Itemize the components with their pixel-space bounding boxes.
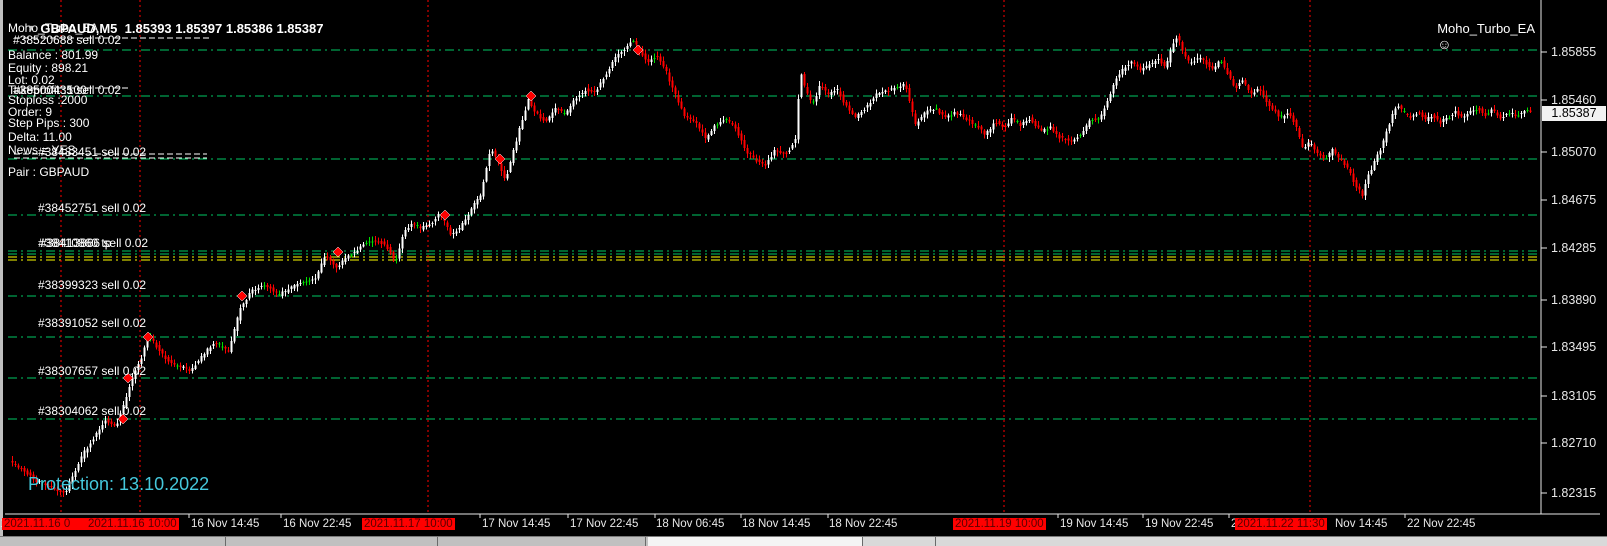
ea-info-row: Takeprofit :100 (8, 83, 87, 97)
time-axis-label: 16 Nov 14:45 (191, 518, 260, 530)
symbol-period-label: GBPAUD,M5 (40, 21, 118, 36)
ea-info-row: Balance : 801.99 (8, 48, 99, 62)
order-label: #38410860 tp (38, 236, 112, 250)
ea-info-row: Moho_Turbo_EA (8, 21, 99, 35)
day-separator-lines (60, 0, 1311, 514)
price-axis-label: 1.82710 (1551, 436, 1597, 450)
time-axis-label: 22 Nov 22:45 (1407, 518, 1476, 530)
time-axis-label: 17 Nov 14:45 (482, 518, 551, 530)
order-label: #38391052 sell 0.02 (38, 316, 147, 330)
time-axis-label: 2021.11.16 10:00 (86, 518, 179, 530)
ea-name-label: Moho_Turbo_EA (1437, 21, 1535, 36)
price-axis-label: 1.85070 (1551, 145, 1597, 159)
time-axis-label: Nov 14:45 (1335, 518, 1388, 530)
candlesticks (11, 33, 1532, 497)
ea-info-row: Step Pips : 300 (8, 116, 90, 130)
time-axis-label: 18 Nov 22:45 (829, 518, 898, 530)
symbol-dropdown-icon[interactable]: ▼ (26, 23, 36, 33)
time-axis-label: 18 Nov 14:45 (742, 518, 811, 530)
current-price-box: 1.85387 (1542, 106, 1606, 121)
price-axis-label: 1.85460 (1551, 93, 1597, 107)
window-strip-separator (862, 537, 863, 546)
window-left-border (0, 0, 3, 536)
ea-info-row: Pair : GBPAUD (8, 165, 90, 179)
ea-smiley-icon: ☺ (1437, 36, 1452, 52)
window-strip-separator (225, 537, 226, 546)
protection-watermark: Protection: 13.10.2022 (28, 474, 210, 494)
order-label: #38304062 sell 0.02 (38, 404, 147, 418)
order-label: #38483451 sell 0.02 (38, 145, 147, 159)
window-strip-separator (437, 537, 438, 546)
price-axis-label: 1.85855 (1551, 45, 1597, 59)
time-axis-label: 2 (1231, 518, 1237, 530)
price-axis-label: 1.83495 (1551, 340, 1597, 354)
window-strip-separator (935, 537, 936, 546)
ea-info-row: Equity : 898.21 (8, 61, 89, 75)
price-axis-label: 1.84675 (1551, 193, 1597, 207)
time-axis-label: 17 Nov 22:45 (570, 518, 639, 530)
window-strip-segment (862, 537, 1607, 546)
price-axis-label: 1.84285 (1551, 241, 1597, 255)
ea-info-row: Delta: 11.00 (8, 130, 72, 144)
order-label: #38399323 sell 0.02 (38, 278, 147, 292)
ea-info-row: Order: 9 (8, 105, 53, 119)
price-axis-label: 1.82315 (1551, 486, 1597, 500)
time-axis-label: 16 Nov 22:45 (283, 518, 352, 530)
ea-info-row: Stoploss :2000 (8, 93, 88, 107)
time-axis-label: 2021.11.22 11:30 (1235, 518, 1327, 530)
time-axis-label: 2021.11.16 0 (2, 518, 88, 530)
time-axis-label: 19 Nov 14:45 (1060, 518, 1129, 530)
time-axis-label: 19 Nov 22:45 (1145, 518, 1214, 530)
order-label: #38452751 sell 0.02 (38, 201, 147, 215)
time-axis-label: 2021.11.19 10:00 (953, 518, 1046, 530)
order-label: #38500435 sell 0.02 (13, 83, 122, 97)
chart-title: ▼ GBPAUD,M5 1.85393 1.85397 1.85386 1.853… (12, 6, 323, 51)
quote-ohlc-label: 1.85393 1.85397 1.85386 1.85387 (124, 21, 324, 36)
sell-entry-arrows (117, 44, 644, 425)
ea-status-badge[interactable]: Moho_Turbo_EA ☺ (1423, 6, 1535, 67)
order-label: #38520688 sell 0.02 (13, 33, 122, 47)
chart-frame (5, 0, 1600, 518)
time-axis-label: 18 Nov 06:45 (656, 518, 725, 530)
window-strip-segment (648, 537, 862, 546)
order-lines (8, 37, 1541, 420)
window-strip-separator (645, 537, 646, 546)
time-axis-label: 2021.11.17 10:00 (362, 518, 455, 530)
price-axis-label: 1.83890 (1551, 293, 1597, 307)
ea-info-row: Lot: 0.02 (8, 73, 55, 87)
window-strip (0, 536, 1607, 546)
ea-info-row: News = YES (8, 143, 76, 157)
order-label: #38413866 sell 0.02 (40, 236, 149, 250)
price-axis-label: 1.83105 (1551, 389, 1597, 403)
order-label: #38307657 sell 0.02 (38, 364, 147, 378)
